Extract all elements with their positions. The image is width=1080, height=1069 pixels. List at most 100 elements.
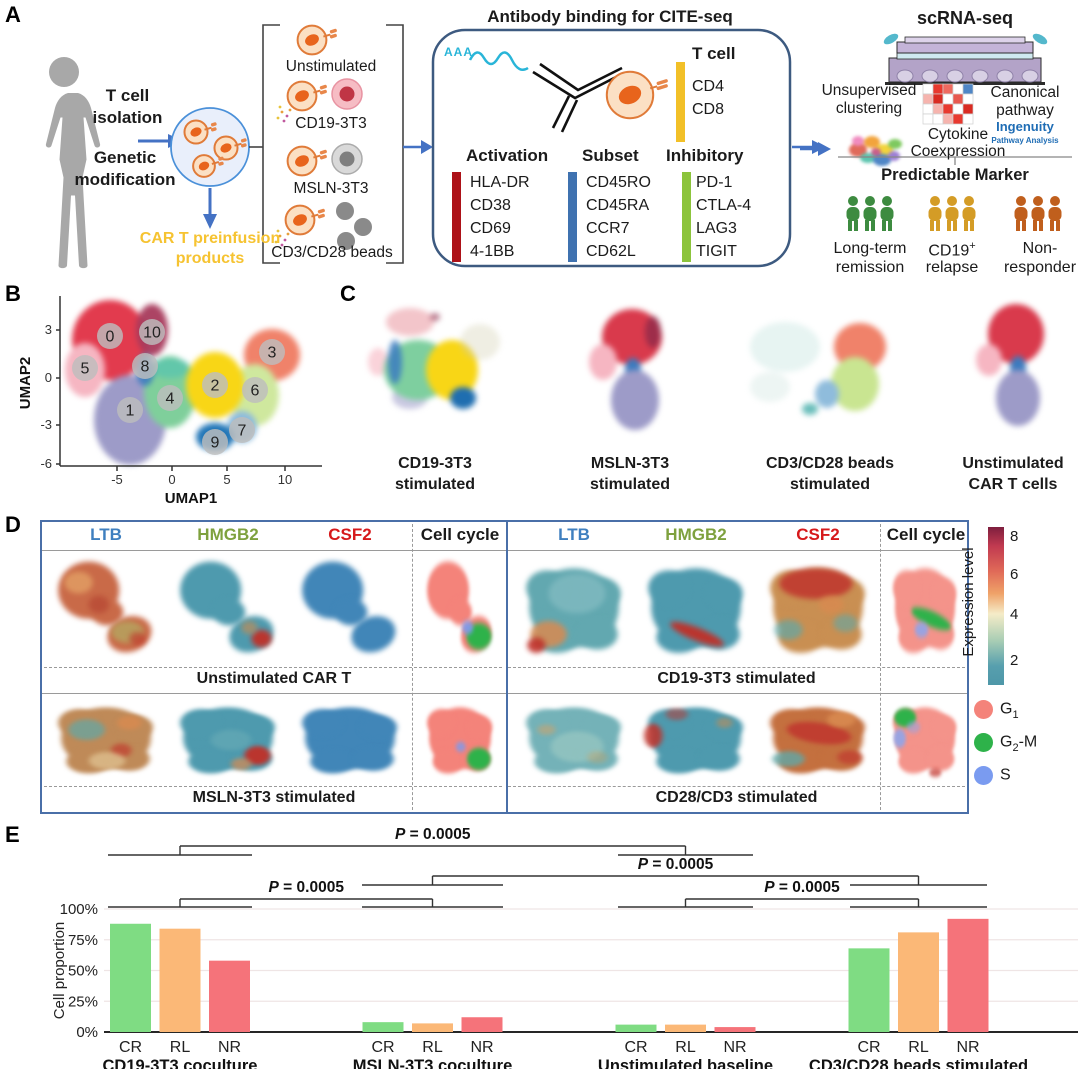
svg-text:0: 0 [168, 472, 175, 487]
citeseq-title: Antibody binding for CITE-seq [487, 7, 733, 26]
marker-pd1: PD-1 [696, 174, 733, 191]
car-t-cell-icon [605, 70, 668, 120]
svg-text:-5: -5 [111, 472, 123, 487]
expression-umap-thumbnail [892, 568, 957, 653]
cluster-number-7: 7 [238, 423, 247, 440]
target-cell-icon [331, 143, 363, 175]
svg-text:-3: -3 [40, 417, 52, 432]
person-icon [863, 196, 877, 231]
expression-umap-thumbnail [58, 707, 153, 774]
row-label-cd28: CD28/CD3 stimulated [655, 789, 818, 806]
p-value-label: P = 0.0005 [395, 826, 471, 843]
human-silhouette-icon [45, 57, 101, 269]
colorbar-tick-4: 4 [1010, 606, 1019, 623]
expression-colorbar [988, 527, 1004, 685]
y-tick-label: 50% [68, 963, 98, 980]
marker-ccr7: CCR7 [586, 220, 630, 237]
marker-cd45ro: CD45RO [586, 174, 651, 191]
panel-c-label: C [340, 281, 356, 306]
bar-label: NR [218, 1039, 241, 1056]
condition-cd19-3t3: CD19-3T3 [295, 115, 367, 132]
cluster-number-2: 2 [211, 378, 220, 395]
inhibitory-bar [682, 172, 691, 262]
cluster-circle-8 [132, 353, 158, 379]
expression-umap-thumbnail [302, 561, 396, 653]
subset-bar [568, 172, 577, 262]
bar-cr-3 [848, 948, 890, 1032]
header-csf2: CSF2 [328, 525, 372, 544]
person-icon [1031, 196, 1045, 231]
outcome-relapse-line2: relapse [925, 259, 979, 276]
c-label-msln-line2: stimulated [589, 476, 670, 493]
cluster-number-6: 6 [251, 383, 260, 400]
panel-a-graphics [45, 24, 1072, 269]
unsupervised-line2: clustering [835, 100, 903, 117]
preinfusion-label-line2: products [175, 250, 245, 267]
bar-label: CR [624, 1039, 647, 1056]
expression-umap-thumbnail [302, 707, 397, 774]
person-icon [945, 196, 959, 231]
cytokine-line2: Coexpression [910, 143, 1006, 160]
antibody-icon [532, 62, 623, 133]
bar-cr-2 [615, 1024, 657, 1032]
marker-cd8: CD8 [692, 101, 725, 118]
citeseq-box [431, 28, 792, 268]
car-t-cell-icon [213, 135, 247, 161]
dashed-row-line [508, 667, 965, 668]
header-hmgb2: HMGB2 [197, 525, 259, 544]
outcome-relapse-line1: CD19+ [928, 240, 976, 260]
header-ltb-2: LTB [558, 525, 590, 544]
bead-icon [337, 232, 355, 250]
tcell-bar [676, 62, 685, 142]
marker-hla-dr: HLA-DR [470, 174, 530, 191]
expression-umap-thumbnail [180, 561, 274, 653]
panel-e-label: E [5, 822, 20, 847]
speckle-dot [278, 105, 282, 109]
bar-label: NR [956, 1039, 979, 1056]
colorbar-tick-6: 6 [1010, 566, 1019, 583]
outcome-people-icons [846, 196, 1062, 231]
y-tick-label: 25% [68, 993, 98, 1010]
expression-umap-thumbnail [427, 561, 492, 653]
y-axis-label: Cell proportion [51, 922, 68, 1020]
scrna-title: scRNA-seq [916, 8, 1014, 28]
cluster-number-0: 0 [106, 329, 115, 346]
header-ltb: LTB [90, 525, 122, 544]
umap-msln-blobs [589, 309, 662, 430]
genetic-modification-line2: modification [74, 170, 176, 189]
p-value-label: P = 0.0005 [638, 856, 714, 873]
legend-g1: G1 [974, 700, 1019, 721]
bar-nr-3 [947, 918, 989, 1032]
bar-label: RL [675, 1039, 696, 1056]
umap1-axis-label: UMAP1 [165, 490, 218, 507]
row-divider-line [42, 693, 967, 694]
arrow-right-icon [800, 142, 831, 156]
cluster-circle-4 [157, 385, 183, 411]
bead-icon [354, 218, 372, 236]
c-label-cd19-line1: CD19-3T3 [398, 455, 472, 472]
y-tick-label: 75% [68, 932, 98, 949]
p-value-label: P = 0.0005 [269, 879, 345, 896]
cluster-circle-9 [202, 429, 228, 455]
expression-umap-thumbnail [58, 561, 152, 653]
c-label-unstim-line1: Unstimulated [962, 455, 1064, 472]
marker-ctla4: CTLA-4 [696, 197, 752, 214]
umap2-axis-label: UMAP2 [18, 357, 34, 410]
bar-label: CR [119, 1039, 142, 1056]
header-cellcycle: Cell cycle [420, 525, 500, 544]
condition-beads: CD3/CD28 beads [271, 244, 393, 261]
svg-text:0: 0 [45, 370, 52, 385]
expression-umap-thumbnail [644, 707, 743, 774]
conditions-bracket [249, 24, 404, 264]
speckle-dot [280, 243, 284, 247]
bar-rl-1 [412, 1023, 453, 1032]
bar-rl-3 [898, 932, 939, 1032]
y-tick-label: 0% [76, 1024, 98, 1041]
preinfusion-label-line1: CAR T preinfusion [139, 230, 281, 247]
expression-umap-thumbnail [526, 707, 621, 774]
inhibitory-title: Inhibitory [666, 146, 744, 165]
car-t-cell-icon [296, 24, 337, 56]
cluster-circle-2 [202, 372, 228, 398]
panel-d-label: D [5, 512, 21, 537]
